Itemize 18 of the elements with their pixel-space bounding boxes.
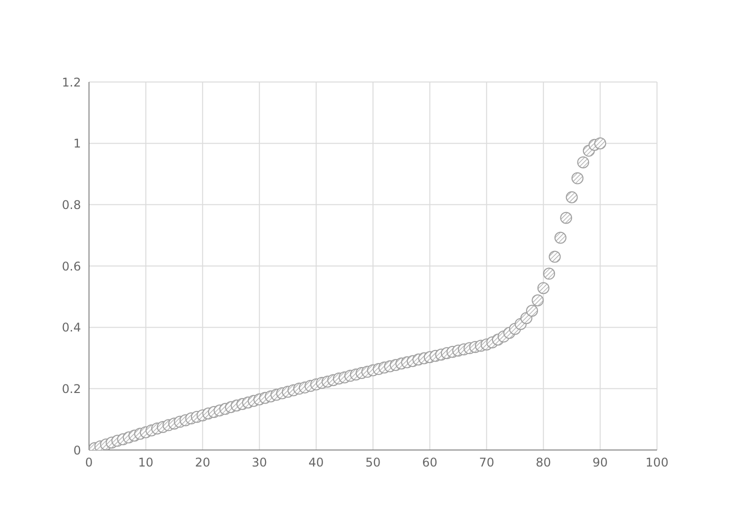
x-tick-label: 50: [365, 456, 381, 470]
y-tick-label: 0: [73, 443, 81, 458]
x-tick-label: 10: [138, 456, 154, 470]
x-tick-label: 20: [194, 456, 210, 470]
x-tick-label: 90: [592, 456, 608, 470]
x-tick-label: 70: [478, 456, 494, 470]
y-tick-label: 1.2: [62, 75, 81, 90]
x-tick-label: 100: [646, 456, 668, 470]
x-tick-label: 40: [308, 456, 324, 470]
x-tick-label: 0: [85, 456, 93, 470]
y-tick-label: 1: [73, 136, 81, 151]
x-tick-label: 60: [422, 456, 438, 470]
x-tick-label: 30: [252, 456, 268, 470]
y-tick-label: 0.4: [62, 320, 81, 335]
y-tick-label: 0.2: [62, 382, 81, 396]
y-tick-label: 0.8: [62, 198, 81, 212]
x-tick-label: 80: [536, 456, 552, 470]
y-tick-label: 0.6: [62, 259, 81, 274]
